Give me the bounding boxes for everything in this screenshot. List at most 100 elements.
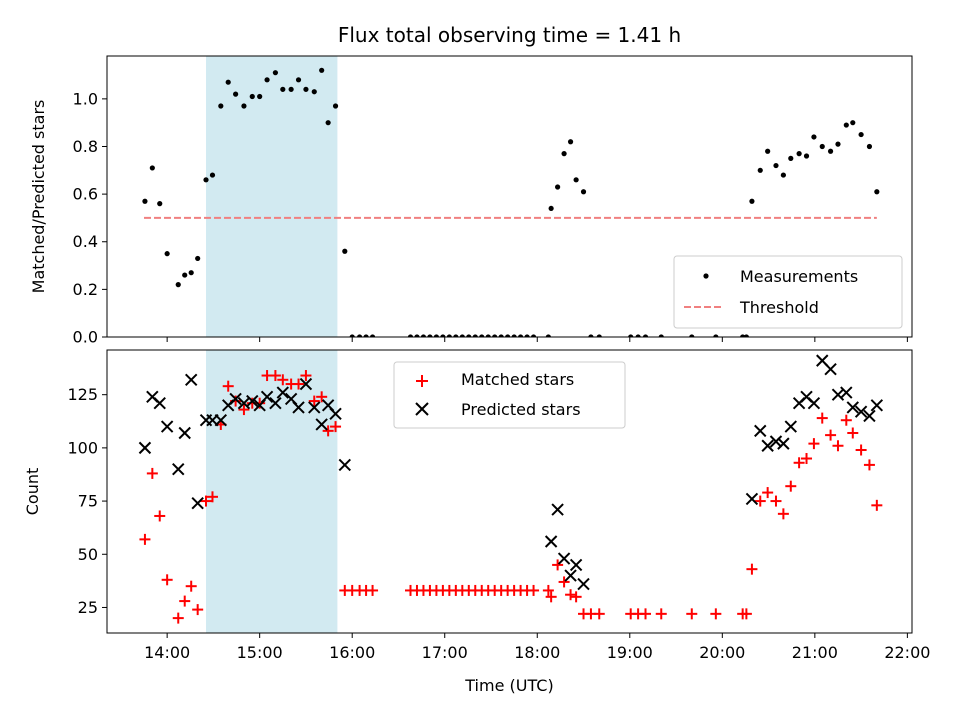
ratio-panel: 0.0 0.2 0.4 0.6 0.8 1.0 Matched/Predicted sta… xyxy=(29,55,913,347)
matched-stars-point xyxy=(200,495,212,507)
matched-stars-point xyxy=(552,559,564,571)
measurements-point xyxy=(492,334,498,337)
predicted-stars-point xyxy=(329,407,342,421)
predicted-stars-point xyxy=(153,396,166,410)
matched-stars-point xyxy=(293,378,305,390)
measurements-point xyxy=(357,334,363,337)
count-panel: 25 50 75 100 125 14:00 15:00 16:00 17:00 18:00 19:… xyxy=(23,349,930,666)
measurements-point xyxy=(811,134,817,140)
matched-stars-point xyxy=(777,508,789,520)
measurements-point xyxy=(325,120,331,126)
predicted-stars-point xyxy=(824,362,837,376)
matched-stars-point xyxy=(793,457,805,469)
predicted-stars-point xyxy=(138,441,152,455)
measurements-point xyxy=(446,334,452,337)
measurements-point xyxy=(858,131,864,138)
predicted-stars-point xyxy=(229,392,242,406)
matched-stars-point xyxy=(785,480,797,492)
measurements-point xyxy=(420,334,427,337)
measurements-point xyxy=(874,189,880,195)
matched-stars-point xyxy=(300,370,312,382)
measurements-point xyxy=(295,77,302,83)
predicted-stars-point xyxy=(807,396,821,410)
matched-stars-point xyxy=(855,444,867,456)
matched-stars-point xyxy=(801,453,813,465)
matched-stars-point xyxy=(740,608,752,620)
measurements-point xyxy=(288,86,294,92)
measurements-point xyxy=(453,334,459,337)
matched-stars-point xyxy=(754,495,766,507)
measurements-point xyxy=(195,255,201,262)
measurements-point xyxy=(530,334,537,337)
measurements-point xyxy=(843,122,849,128)
predicted-stars-point xyxy=(260,390,274,404)
measurements-point xyxy=(233,91,239,97)
measurements-point xyxy=(788,155,794,161)
measurements-point xyxy=(749,198,755,204)
measurements-point xyxy=(342,248,348,254)
measurements-point xyxy=(635,334,641,337)
count-panel-frame xyxy=(106,349,913,634)
measurements-point xyxy=(866,143,873,150)
predicted-stars-point xyxy=(854,405,868,418)
measurements-point xyxy=(642,334,649,337)
count-legend: Matched stars Predicted stars xyxy=(393,361,626,429)
matched-stars-point xyxy=(308,395,320,407)
matched-stars-point xyxy=(367,584,379,596)
predicted-legend-marker xyxy=(415,402,429,416)
matched-stars-point xyxy=(161,574,173,586)
measurements-point xyxy=(225,79,231,85)
predicted-stars-point xyxy=(870,399,884,412)
matched-stars-point xyxy=(179,595,191,607)
matched-stars-point xyxy=(655,608,667,620)
measurements-point xyxy=(218,103,224,109)
measurements-point xyxy=(773,162,779,169)
measurements-point xyxy=(689,334,695,337)
ratio-y-tick-label: 0.8 xyxy=(73,137,98,156)
measurements-point xyxy=(459,334,465,337)
measurements-legend-label: Measurements xyxy=(740,267,858,286)
measurements-point xyxy=(175,282,181,288)
predicted-stars-point xyxy=(551,503,564,516)
matched-legend-marker xyxy=(416,375,428,387)
predicted-stars-point xyxy=(308,401,321,414)
measurements-point xyxy=(498,334,504,337)
x-tick-label: 16:00 xyxy=(329,643,375,662)
measurements-point xyxy=(303,86,309,92)
measurements-point xyxy=(257,93,263,100)
predicted-stars-point xyxy=(846,401,859,414)
measurements-point xyxy=(505,334,511,337)
matched-stars-point xyxy=(542,584,554,596)
predicted-stars-point xyxy=(269,396,282,410)
predicted-stars-point xyxy=(769,435,783,448)
matched-stars-point xyxy=(139,533,151,545)
measurements-point xyxy=(466,334,472,337)
measurements-point xyxy=(780,172,786,178)
x-tick-label: 17:00 xyxy=(422,643,468,662)
matched-stars-point xyxy=(322,425,334,437)
measurements-point xyxy=(511,334,517,337)
ratio-highlight-span xyxy=(206,56,338,337)
matched-stars-point xyxy=(770,495,782,507)
measurements-point xyxy=(164,251,170,257)
predicted-stars-point xyxy=(761,439,774,452)
predicted-stars-point xyxy=(178,426,191,440)
measurements-point xyxy=(567,139,574,145)
predicted-stars-point xyxy=(745,492,759,506)
measurements-point xyxy=(188,270,194,276)
measurements-point xyxy=(757,167,763,173)
ratio-y-tick-label: 0.2 xyxy=(73,280,98,299)
counts-y-tick-label: 25 xyxy=(78,598,98,617)
measurements-point xyxy=(573,177,579,183)
predicted-stars-point xyxy=(585,655,596,666)
measurements-point xyxy=(588,334,594,337)
measurements-point xyxy=(440,334,446,337)
predicted-stars-point xyxy=(564,569,577,582)
x-axis-label: Time (UTC) xyxy=(464,676,553,695)
x-tick-label: 15:00 xyxy=(237,643,283,662)
predicted-stars-point xyxy=(276,386,290,399)
measurements-point xyxy=(596,334,602,337)
predicted-stars-point xyxy=(840,386,853,399)
x-tick-label: 21:00 xyxy=(792,643,838,662)
predicted-stars-point xyxy=(831,388,845,401)
